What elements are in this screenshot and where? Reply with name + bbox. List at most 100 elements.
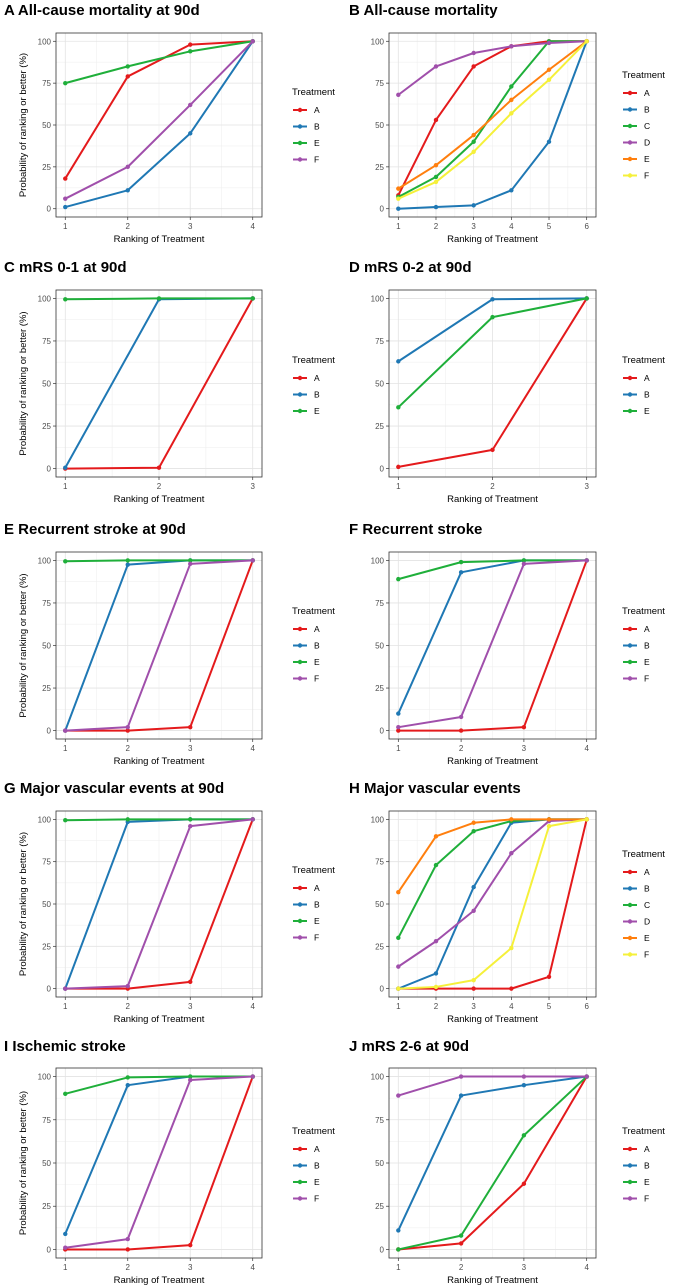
data-point-a: [156, 465, 162, 470]
series-line-b: [398, 40, 588, 210]
y-tick-label: 0: [380, 205, 385, 214]
legend-key-point: [627, 408, 633, 414]
legend-label-f: F: [314, 155, 319, 165]
data-point-b: [63, 204, 68, 210]
legend-label-a: A: [644, 88, 650, 98]
x-tick-label: 3: [188, 1263, 193, 1272]
y-tick-label: 100: [38, 1073, 52, 1082]
y-tick-label: 0: [47, 205, 52, 214]
data-point-e: [156, 296, 162, 301]
data-point-a: [546, 974, 552, 979]
data-point-f: [250, 558, 255, 563]
data-point-b: [433, 971, 439, 976]
legend-label-d: D: [644, 138, 650, 148]
data-point-e: [433, 834, 439, 839]
x-tick-label: 1: [396, 1263, 401, 1272]
data-point-f: [188, 561, 193, 567]
legend-key-point: [297, 1196, 303, 1201]
legend-key-point: [297, 935, 303, 940]
legend-title: Treatment: [622, 1126, 665, 1137]
data-point-d: [471, 908, 476, 913]
legend-label-f: F: [644, 950, 649, 960]
x-tick-label: 2: [434, 222, 439, 231]
legend-title: Treatment: [292, 87, 335, 98]
legend-key-point: [627, 392, 633, 397]
data-point-e: [250, 296, 255, 301]
data-point-b: [521, 1082, 527, 1088]
legend-key-point: [627, 107, 633, 112]
data-point-b: [509, 188, 514, 193]
y-axis-label: Probability of ranking or better (%): [18, 53, 29, 197]
panel-title: I Ischemic stroke: [4, 1038, 126, 1055]
data-point-e: [509, 97, 514, 103]
legend-key-point: [627, 90, 633, 96]
legend-key-point: [297, 107, 303, 113]
y-tick-label: 25: [42, 942, 51, 951]
x-tick-label: 3: [584, 482, 589, 491]
data-point-e: [63, 559, 68, 564]
legend-key-point: [297, 157, 303, 162]
data-point-f: [458, 1074, 464, 1079]
legend-label-b: B: [314, 390, 320, 400]
y-tick-label: 50: [42, 380, 51, 389]
legend-label-f: F: [314, 933, 319, 943]
data-point-f: [125, 1236, 130, 1242]
legend-label-f: F: [644, 1194, 649, 1204]
y-axis-label: Probability of ranking or better (%): [18, 1091, 29, 1235]
data-point-e: [188, 49, 193, 54]
x-tick-label: 2: [157, 482, 162, 491]
y-tick-label: 50: [42, 642, 51, 651]
data-point-f: [471, 149, 476, 154]
panel-g: G Major vascular events at 90d 0 25 50 75 100…: [4, 780, 335, 1025]
data-point-f: [584, 558, 589, 563]
x-tick-label: 1: [63, 744, 68, 753]
data-point-f: [125, 164, 130, 170]
legend-label-b: B: [644, 390, 650, 400]
y-tick-label: 75: [42, 599, 51, 608]
data-point-e: [125, 817, 130, 822]
data-point-f: [433, 179, 439, 185]
y-tick-label: 75: [375, 858, 384, 867]
series-line-e: [397, 818, 587, 893]
data-point-c: [433, 174, 439, 180]
legend-key-point: [627, 626, 633, 632]
series-line-e: [65, 818, 253, 822]
legend-key-point: [627, 173, 633, 178]
data-point-a: [188, 1242, 193, 1248]
series-line-a: [64, 40, 253, 180]
data-point-f: [584, 817, 589, 822]
legend-label-e: E: [644, 933, 650, 943]
legend-label-e: E: [644, 406, 650, 416]
legend-key-point: [627, 1146, 633, 1152]
data-point-d: [509, 851, 514, 856]
data-point-e: [471, 820, 476, 825]
x-axis-label: Ranking of Treatment: [114, 756, 205, 767]
data-point-d: [433, 64, 439, 69]
series-line-e: [65, 559, 253, 563]
y-tick-label: 100: [371, 1073, 385, 1082]
y-tick-label: 100: [38, 37, 52, 46]
series-line-f: [65, 818, 253, 990]
y-tick-label: 25: [375, 422, 384, 431]
series-line-e: [398, 559, 587, 581]
legend-label-a: A: [314, 883, 320, 893]
x-axis-label: Ranking of Treatment: [447, 1275, 538, 1286]
legend-key-point: [627, 935, 633, 941]
y-tick-label: 100: [371, 37, 385, 46]
data-point-f: [396, 724, 401, 730]
panel-title: C mRS 0-1 at 90d: [4, 259, 127, 276]
data-point-a: [125, 728, 130, 733]
y-tick-label: 75: [42, 337, 51, 346]
y-tick-label: 75: [42, 1116, 51, 1125]
data-point-f: [396, 1093, 401, 1098]
data-point-a: [458, 728, 464, 733]
legend-key-point: [297, 902, 303, 907]
x-tick-label: 1: [63, 222, 68, 231]
legend-key-point: [627, 659, 633, 665]
data-point-a: [396, 728, 401, 733]
data-point-e: [63, 297, 68, 302]
data-point-c: [509, 84, 514, 89]
series-line-d: [397, 40, 587, 96]
series-line-a: [65, 819, 254, 990]
data-point-f: [521, 561, 527, 567]
